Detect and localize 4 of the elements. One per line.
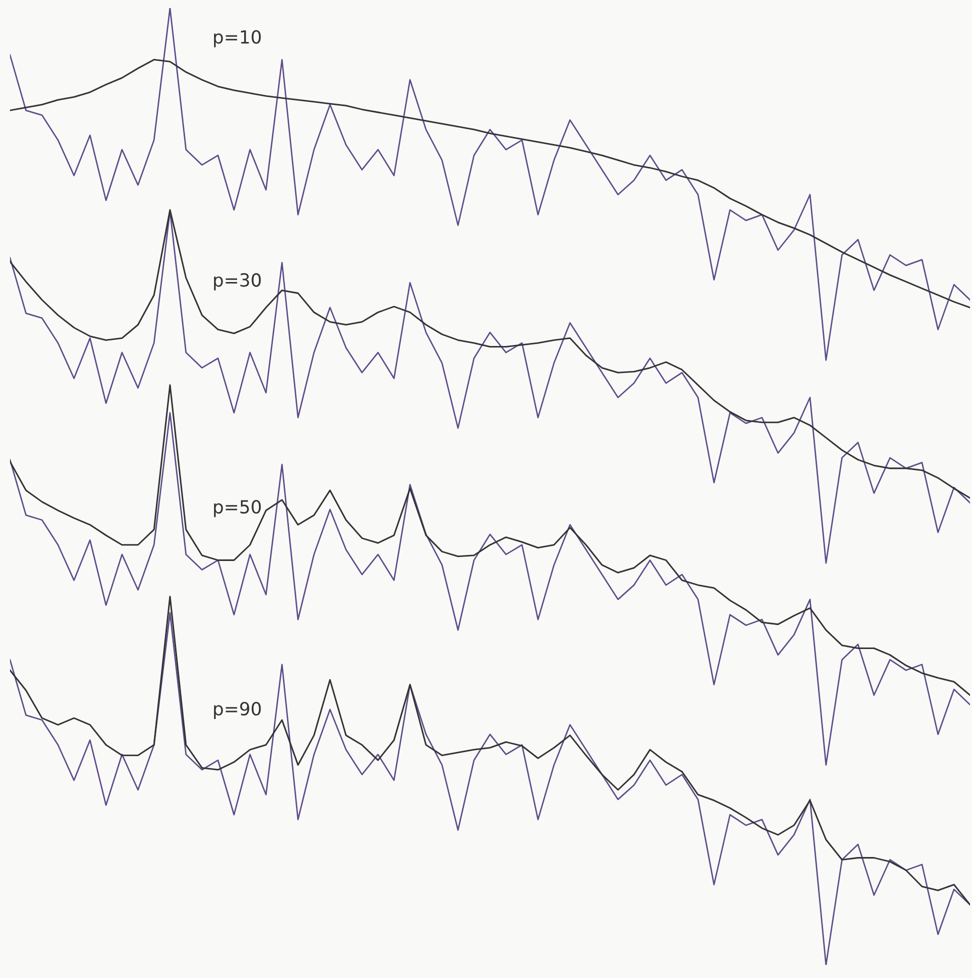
annotation: p=50: [214, 500, 261, 518]
annotation: p=90: [214, 702, 261, 720]
annotation: p=30: [214, 273, 261, 290]
annotation: p=10: [214, 30, 261, 48]
